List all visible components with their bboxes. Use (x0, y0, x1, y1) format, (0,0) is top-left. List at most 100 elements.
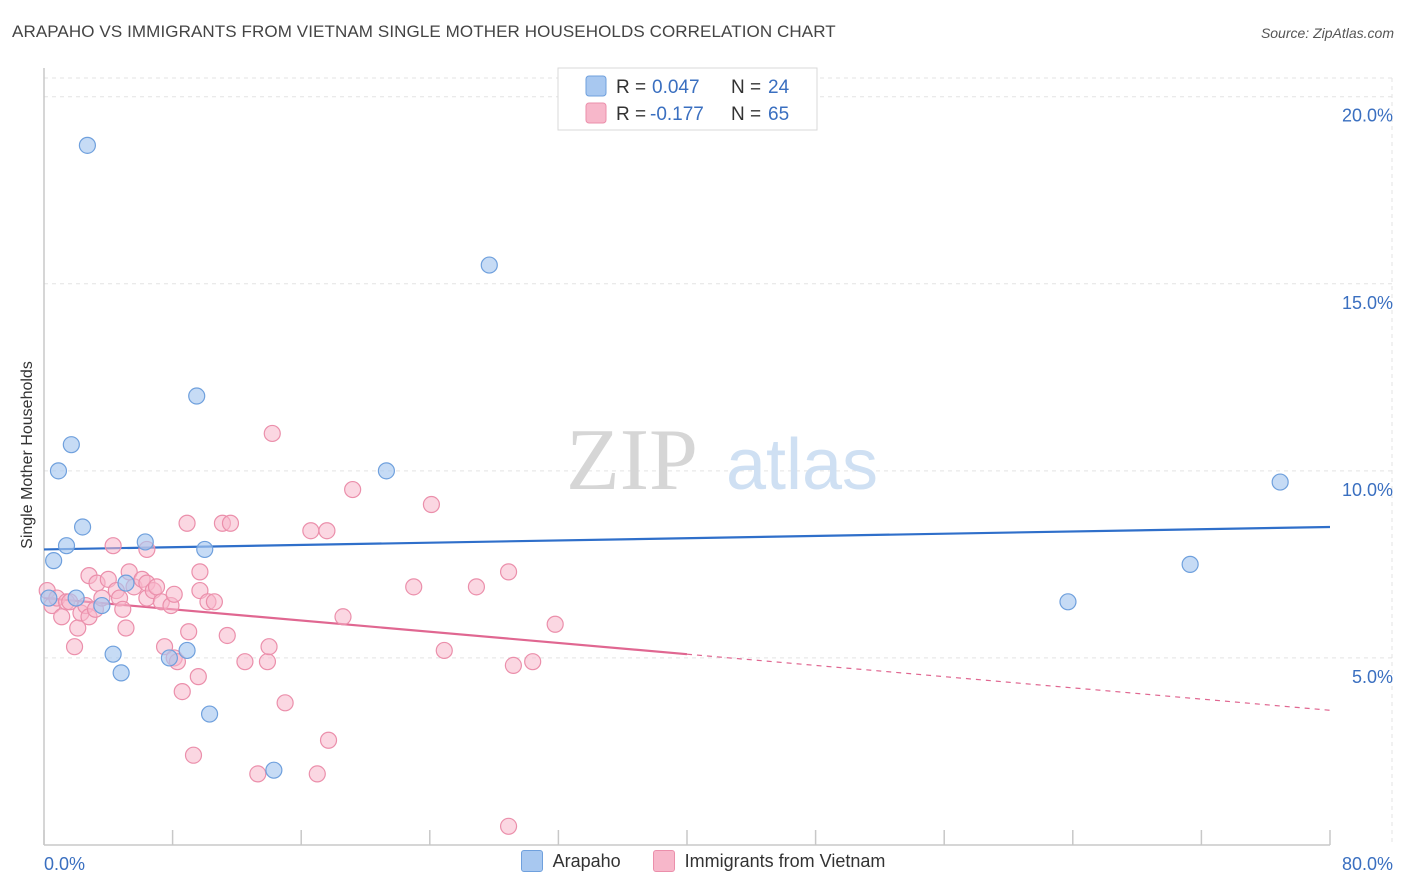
point-arapaho (117, 574, 135, 592)
point-arapaho (265, 761, 283, 779)
legend-n-label-1: N = (731, 77, 761, 98)
trend-line-vietnam-extension (686, 653, 1331, 711)
point-arapaho (377, 462, 395, 480)
point-vietnam (178, 514, 196, 532)
point-arapaho (78, 136, 97, 154)
point-vietnam (218, 626, 236, 645)
point-vietnam (318, 522, 336, 540)
point-arapaho (136, 533, 154, 551)
point-vietnam (499, 563, 518, 581)
legend-r-label-2: R = (616, 104, 646, 125)
legend-item-arapaho: Arapaho (520, 850, 621, 872)
point-vietnam (334, 608, 352, 626)
point-vietnam (258, 653, 277, 671)
point-vietnam (344, 480, 362, 499)
legend-r-value-1: 0.047 (652, 77, 700, 98)
y-tick-label: 10.0% (1342, 480, 1393, 500)
data-points (38, 136, 1289, 835)
trend-line-vietnam (43, 596, 688, 656)
point-vietnam (114, 600, 132, 618)
point-vietnam (205, 593, 223, 611)
point-vietnam (184, 746, 203, 764)
point-vietnam (147, 578, 166, 596)
y-axis-title: Single Mother Households (19, 361, 36, 549)
point-arapaho (93, 596, 111, 615)
point-vietnam (319, 731, 338, 749)
point-arapaho (200, 705, 219, 723)
point-arapaho (178, 641, 196, 660)
point-arapaho (1059, 593, 1077, 611)
watermark-zip: ZIP (566, 412, 698, 509)
point-arapaho (73, 518, 92, 536)
trend-line-arapaho (43, 525, 1331, 551)
point-vietnam (405, 578, 423, 596)
point-vietnam (467, 578, 486, 596)
point-vietnam (524, 653, 542, 671)
trend-lines (43, 525, 1331, 711)
point-arapaho (112, 664, 130, 682)
legend-swatch-arapaho (585, 75, 607, 97)
y-tick-label: 15.0% (1342, 293, 1393, 313)
point-vietnam (546, 615, 564, 633)
point-arapaho (62, 436, 80, 454)
point-arapaho (196, 540, 214, 559)
watermark-atlas: atlas (726, 425, 878, 505)
point-arapaho (480, 256, 498, 274)
axes (43, 68, 1331, 846)
point-vietnam (422, 495, 441, 514)
legend-label-arapaho: Arapaho (552, 850, 621, 871)
chart-title: ARAPAHO VS IMMIGRANTS FROM VIETNAM SINGL… (12, 22, 836, 41)
legend-n-value-1: 24 (768, 77, 790, 98)
legend-swatch-arapaho-bottom (520, 850, 543, 872)
point-vietnam (191, 563, 209, 581)
point-vietnam (302, 522, 320, 540)
point-arapaho (45, 552, 63, 570)
legend-swatch-vietnam (585, 102, 607, 124)
legend-r-value-2: -0.177 (650, 104, 704, 125)
point-arapaho (188, 387, 206, 405)
point-vietnam (221, 514, 240, 532)
point-vietnam (499, 817, 518, 835)
y-tick-label: 20.0% (1342, 106, 1393, 126)
point-vietnam (263, 424, 281, 443)
point-vietnam (189, 668, 207, 686)
point-arapaho (57, 537, 76, 555)
point-vietnam (276, 694, 294, 712)
x-tick-label-min: 0.0% (44, 854, 85, 874)
tick-labels: 5.0% 10.0% 15.0% 20.0% 0.0% 80.0% (44, 106, 1393, 874)
series-legend: Arapaho Immigrants from Vietnam (0, 850, 1406, 872)
legend-label-vietnam: Immigrants from Vietnam (684, 850, 886, 871)
point-arapaho (104, 645, 122, 663)
point-vietnam (249, 765, 267, 783)
point-arapaho (49, 462, 68, 480)
watermark: ZIP atlas (566, 412, 878, 509)
point-vietnam (65, 638, 84, 656)
legend-item-vietnam: Immigrants from Vietnam (652, 850, 886, 872)
point-vietnam (308, 765, 326, 783)
point-arapaho (67, 589, 85, 607)
point-vietnam (173, 682, 191, 701)
point-vietnam (180, 623, 198, 641)
point-vietnam (117, 619, 135, 637)
point-vietnam (236, 653, 254, 671)
point-vietnam (104, 537, 122, 555)
point-vietnam (165, 585, 183, 603)
point-vietnam (260, 638, 278, 656)
point-arapaho (160, 649, 178, 667)
x-tick-label-max: 80.0% (1342, 854, 1393, 874)
correlation-legend: R = 0.047 N = 24 R = -0.177 N = 65 (557, 67, 818, 131)
y-tick-label: 5.0% (1352, 667, 1393, 687)
gridlines (44, 77, 1393, 845)
point-vietnam (504, 656, 522, 675)
point-arapaho (1181, 555, 1199, 573)
legend-swatch-vietnam-bottom (652, 850, 675, 872)
point-arapaho (1271, 473, 1289, 491)
legend-n-label-2: N = (731, 104, 761, 125)
point-vietnam (435, 641, 453, 660)
legend-r-label-1: R = (616, 77, 646, 98)
source-label: Source: ZipAtlas.com (1260, 25, 1394, 41)
legend-n-value-2: 65 (768, 104, 789, 125)
point-arapaho (40, 589, 58, 607)
point-vietnam (53, 608, 71, 626)
